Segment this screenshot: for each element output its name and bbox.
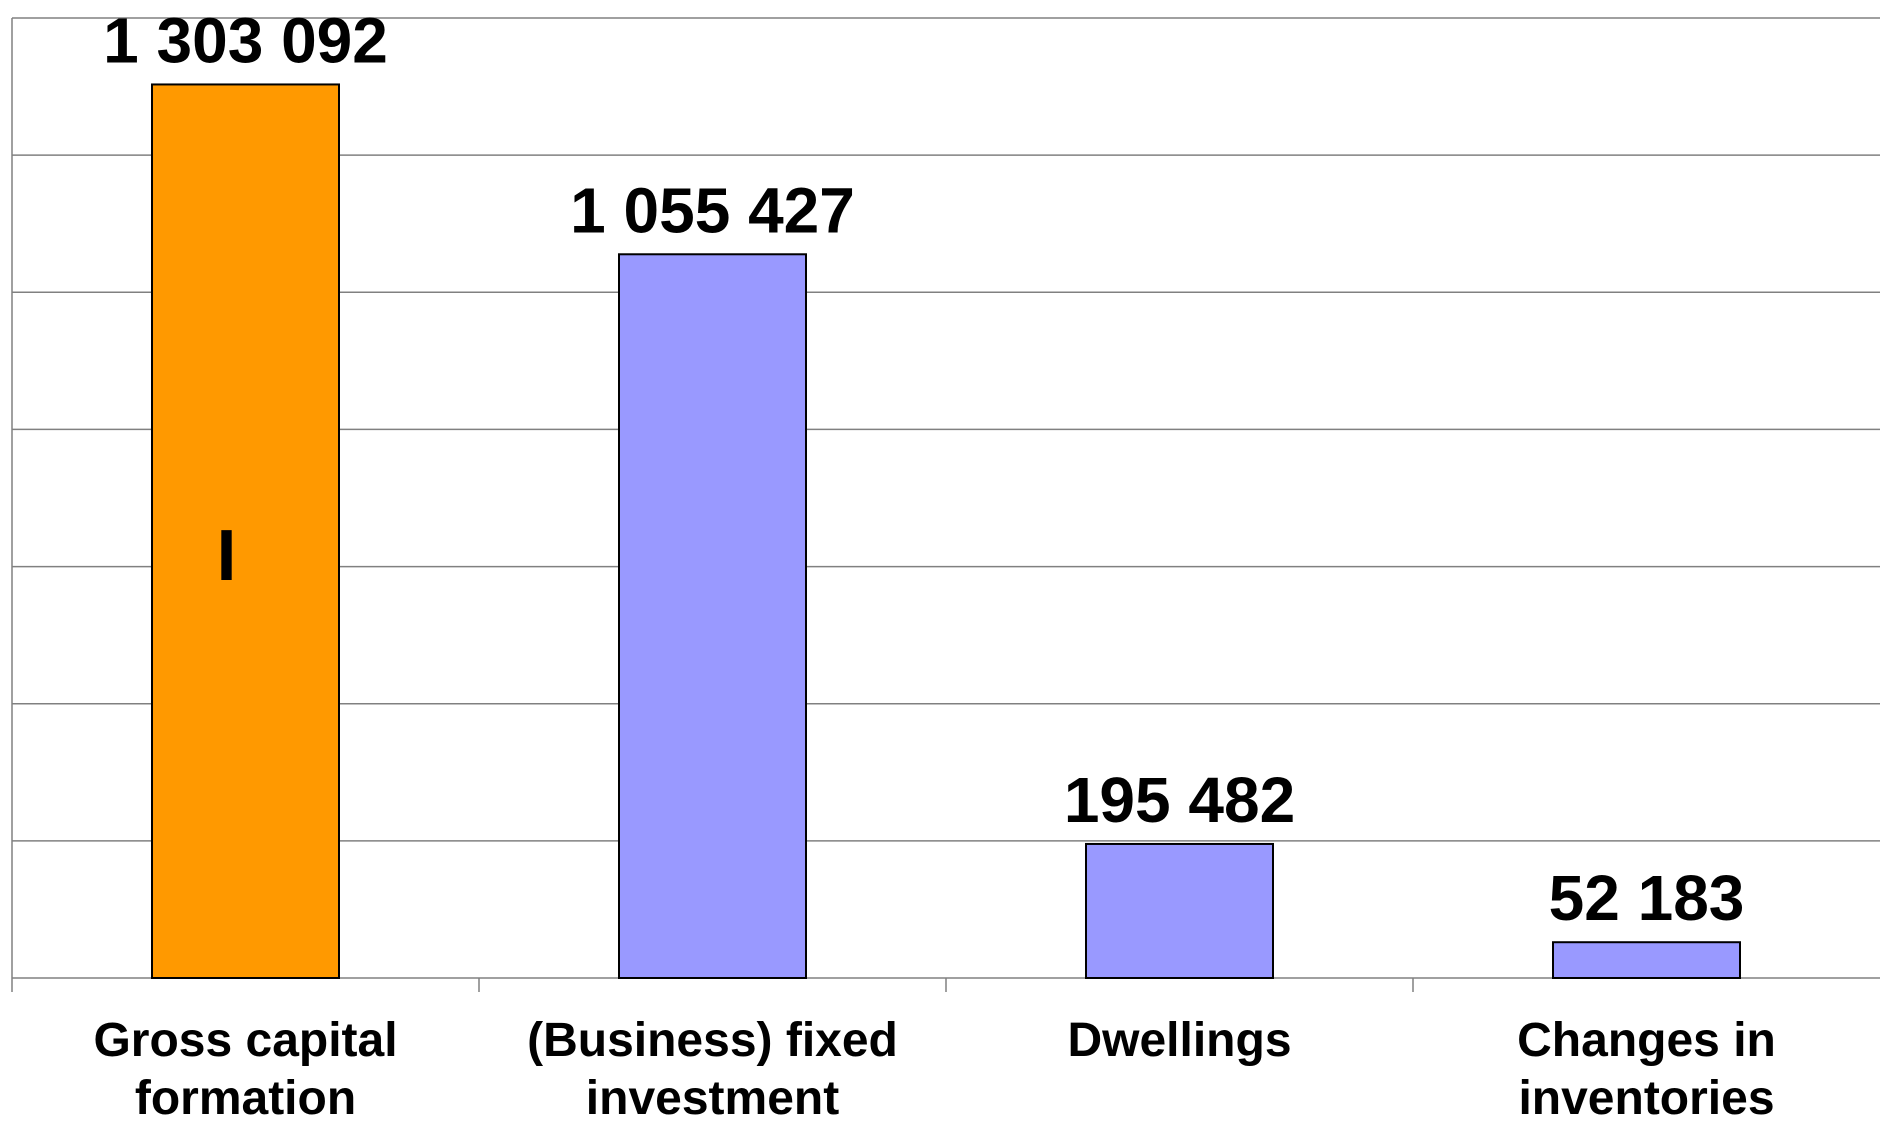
value-label: 1 055 427: [570, 174, 855, 246]
x-tick-label: Dwellings: [1067, 1014, 1292, 1067]
bar: [618, 253, 807, 979]
x-tick-label: Gross capital formation: [93, 1014, 398, 1124]
x-tick-label: (Business) fixed investment: [527, 1014, 898, 1124]
bar: [1552, 941, 1741, 979]
bar: [1085, 842, 1274, 979]
value-label: 1 303 092: [103, 4, 388, 76]
x-tick-label: Changes in inventories: [1517, 1014, 1776, 1124]
annotation: I: [216, 516, 236, 596]
value-label: 52 183: [1549, 862, 1745, 934]
value-label: 195 482: [1064, 764, 1295, 836]
bar: [151, 83, 340, 980]
